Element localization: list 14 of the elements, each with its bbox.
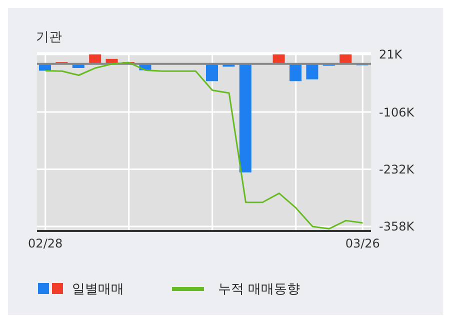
y-tick-label: 21K bbox=[379, 48, 404, 62]
y-tick-label: -106K bbox=[379, 105, 416, 120]
bar bbox=[306, 64, 318, 80]
y-tick-label: -232K bbox=[379, 162, 416, 177]
legend-label: 누적 매매동향 bbox=[217, 281, 300, 298]
bar bbox=[206, 64, 218, 82]
bar bbox=[290, 64, 302, 82]
line-series bbox=[44, 62, 364, 230]
chart-title: 기관 bbox=[36, 29, 62, 46]
x-tick-label: 03/26 bbox=[345, 236, 380, 251]
bar bbox=[239, 64, 252, 172]
legend-label: 일별매매 bbox=[71, 281, 124, 298]
x-tick-label: 02/28 bbox=[28, 236, 63, 251]
y-tick-label: -358K bbox=[379, 220, 416, 234]
